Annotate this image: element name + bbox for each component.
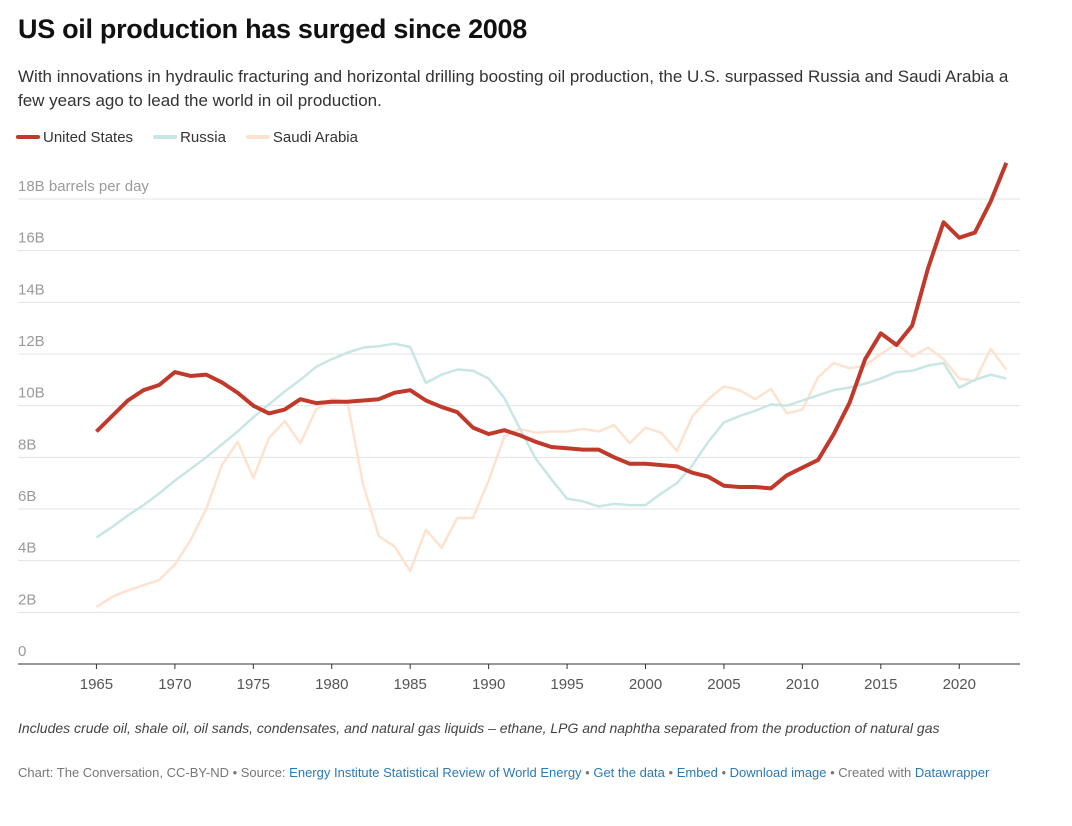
y-tick-label: 4B (18, 540, 36, 557)
data-line (95, 342, 1008, 609)
y-tick-label: 14B (18, 281, 45, 298)
data-line (95, 342, 1007, 539)
x-tick-label: 2005 (707, 676, 740, 693)
x-tick-label: 1965 (80, 676, 113, 693)
y-tick-label: 2B (18, 591, 36, 608)
legend-label: Russia (180, 129, 227, 146)
x-tick-label: 2000 (629, 676, 662, 693)
x-tick-label: 1975 (237, 676, 270, 693)
data-line (95, 162, 1009, 491)
separator: • (581, 765, 594, 780)
credit-text: Chart: The Conversation, CC-BY-ND • Sour… (18, 765, 290, 780)
datawrapper-link[interactable]: Datawrapper (914, 765, 990, 780)
chart-note: Includes crude oil, shale oil, oil sands… (18, 720, 940, 736)
x-tick-label: 1985 (394, 676, 427, 693)
y-tick-label: 12B (18, 333, 45, 350)
chart-title: US oil production has surged since 2008 (18, 14, 527, 44)
y-tick-label: 18B barrels per day (18, 178, 149, 195)
separator: • (717, 765, 730, 780)
legend-label: United States (43, 129, 133, 146)
credit-text: • Created with (826, 765, 915, 780)
x-tick-label: 1970 (158, 676, 191, 693)
legend-label: Saudi Arabia (273, 129, 359, 146)
y-tick-label: 0 (18, 643, 26, 660)
x-tick-label: 2020 (943, 676, 976, 693)
x-tick-label: 1995 (550, 676, 583, 693)
y-tick-label: 16B (18, 230, 45, 247)
y-tick-label: 8B (18, 436, 36, 453)
get-data-link[interactable]: Get the data (593, 765, 665, 780)
embed-link[interactable]: Embed (676, 765, 718, 780)
x-tick-label: 2015 (864, 676, 897, 693)
source-link[interactable]: Energy Institute Statistical Review of W… (289, 765, 582, 780)
x-tick-label: 2010 (786, 676, 819, 693)
download-link[interactable]: Download image (729, 765, 827, 780)
y-tick-label: 10B (18, 385, 45, 402)
separator: • (664, 765, 677, 780)
x-tick-label: 1990 (472, 676, 505, 693)
credit: Chart: The Conversation, CC-BY-ND • Sour… (18, 763, 1038, 783)
y-tick-label: 6B (18, 488, 36, 505)
x-tick-label: 1980 (315, 676, 348, 693)
chart-subtitle: With innovations in hydraulic fracturing… (18, 67, 1009, 110)
